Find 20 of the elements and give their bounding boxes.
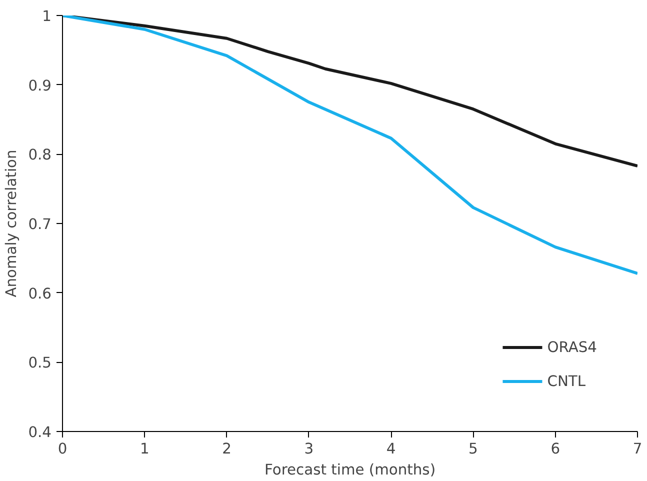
x-tick-label: 0 (58, 440, 68, 458)
x-tick-label: 6 (550, 440, 560, 458)
y-tick-label: 0.6 (28, 285, 52, 302)
x-axis-title: Forecast time (months) (264, 462, 436, 478)
y-tick-label: 0.4 (28, 424, 52, 441)
y-tick-label: 1 (42, 8, 52, 25)
line-series (62, 16, 638, 275)
x-tick-label: 3 (304, 440, 314, 458)
x-tick-label: 4 (386, 440, 396, 458)
y-tick-label: 0.5 (28, 354, 52, 372)
y-tick-label: 0.7 (28, 216, 52, 233)
x-tick-label: 1 (140, 440, 150, 458)
legend-label: ORAS4 (547, 338, 597, 356)
x-tick-label: 5 (468, 440, 478, 458)
y-axis-title: Anomaly correlation (3, 150, 20, 298)
legend-label: CNTL (547, 372, 586, 390)
x-tick-label: 7 (632, 440, 642, 458)
x-tick-label: 2 (222, 440, 232, 458)
y-tick-label: 0.8 (28, 146, 52, 164)
y-tick-label: 0.9 (28, 77, 52, 94)
